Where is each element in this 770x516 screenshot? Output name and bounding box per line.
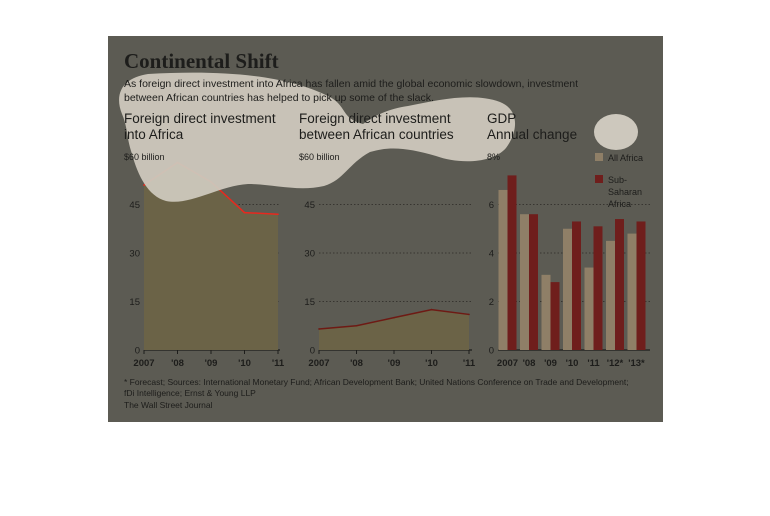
panel1-x-tick-label: '11 [272,358,285,369]
panel3-heading-line2: Annual change [487,127,577,142]
legend-label-sub-saharan-1: Sub- [608,175,627,185]
panel1-y-top-label: $60 billion [124,152,165,162]
panel2-x-tick-label: '09 [388,358,401,369]
panel2-area-fill [319,309,469,350]
panel1-y-tick-label: 15 [129,297,140,308]
panel3-y-top-label: 8% [487,152,500,162]
chart-subtitle-line2: between African countries has helped to … [124,92,434,104]
legend-label-sub-saharan-3: Africa [608,199,631,209]
chart-canvas: 0 15 30 45 2007 '08 '09 '10 '11 0 15 30 45 2007 '08 '09… [119,49,650,410]
panel2-heading-line1: Foreign direct investment [299,111,451,126]
bar-all-africa [563,228,572,350]
bar-sub-saharan-africa [507,175,517,350]
panel3-x-tick-label: '10 [566,358,579,369]
panel3-y-tick-label: 0 [489,346,494,357]
panel1-y-tick-label: 30 [129,249,140,260]
panel2-y-tick-label: 45 [304,200,315,211]
panel2-data-point [355,324,358,327]
footnote-line1: * Forecast; Sources: International Monet… [124,377,629,387]
panel3-x-tick-label: '13* [628,358,645,369]
panel1-y-tick-label: 45 [129,200,140,211]
panel1-y-tick-label: 0 [135,346,140,357]
legend-label-all-africa: All Africa [608,153,643,163]
panel2-x-tick-label: '11 [463,358,476,369]
panel3-x-tick-label: '11 [587,358,600,369]
panel2-x-tick-label: '08 [350,358,363,369]
panel2-x-tick-label: 2007 [308,358,329,369]
panel2-data-point [430,308,433,311]
bar-sub-saharan-africa [529,214,538,350]
panel1-heading-line2: into Africa [124,127,184,142]
panel2-y-tick-label: 15 [304,297,315,308]
plots-layer: 0 15 30 45 2007 '08 '09 '10 '11 0 15 30 45 2007 '08 '09… [129,161,650,369]
bar-all-africa [606,240,615,350]
bar-sub-saharan-africa [550,282,560,350]
chart-subtitle-line1: As foreign direct investment into Africa… [124,78,578,90]
panel3-x-tick-label: '12* [607,358,624,369]
bar-all-africa [627,233,637,350]
bar-all-africa [498,189,508,350]
panel2-data-point [468,313,470,316]
panel1-x-tick-label: '08 [171,358,184,369]
panel1-data-point [243,211,246,214]
legend-swatch-sub-saharan [595,175,603,183]
credit-line: The Wall Street Journal [124,400,213,410]
panel1-x-tick-label: '09 [205,358,218,369]
panel2-y-tick-label: 30 [304,249,315,260]
bar-all-africa [541,274,551,350]
panel2-y-tick-label: 0 [310,346,315,357]
panel3-x-tick-label: '09 [544,358,557,369]
bar-all-africa [520,214,529,350]
bar-sub-saharan-africa [593,226,603,350]
footnote-line2: fDi Intelligence; Ernst & Young LLP [124,388,256,398]
panel2-heading-line2: between African countries [299,127,454,142]
overlay-blob [119,72,516,202]
panel2-data-point [393,316,395,319]
panel2-y-top-label: $60 billion [299,152,340,162]
bar-sub-saharan-africa [572,221,581,350]
panel3-y-tick-label: 6 [489,200,494,211]
panel1-heading-line1: Foreign direct investment [124,111,276,126]
panel3-y-tick-label: 2 [489,297,494,308]
panel1-x-tick-label: '10 [238,358,251,369]
panel3-x-tick-label: 2007 [497,358,518,369]
overlay-dot [594,114,638,150]
panel3-y-tick-label: 4 [489,249,494,260]
legend-label-sub-saharan-2: Saharan [608,187,642,197]
bar-sub-saharan-africa [615,219,624,350]
bar-all-africa [584,267,594,350]
panel1-x-tick-label: 2007 [133,358,154,369]
panel2-data-point [318,328,320,330]
bar-sub-saharan-africa [636,221,646,350]
panel3-x-tick-label: '08 [523,358,536,369]
chart-title: Continental Shift [124,49,279,73]
panel1-data-point [143,184,145,186]
panel1-data-point [277,213,279,215]
legend-swatch-all-africa [595,153,603,161]
chart-panel: 0 15 30 45 2007 '08 '09 '10 '11 0 15 30 45 2007 '08 '09… [108,36,663,422]
panel3-heading-line1: GDP [487,111,516,126]
panel2-x-tick-label: '10 [425,358,438,369]
panel1-area-fill [144,162,278,350]
